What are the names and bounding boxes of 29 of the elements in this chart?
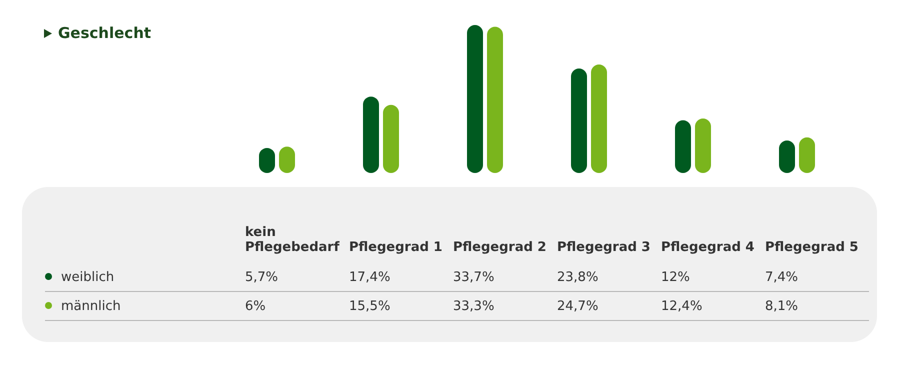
text: Geschlecht xyxy=(58,24,152,42)
legend-label: männlich xyxy=(45,292,245,320)
x-tick-label: Pflegegrad 4 xyxy=(661,239,756,257)
x-tick-label: Pflegegrad 1 xyxy=(349,239,444,257)
bar xyxy=(695,118,711,173)
x-tick-label: Pflegegrad 5 xyxy=(765,239,860,257)
data-label: 12,4% xyxy=(661,292,765,320)
data-label: 7,4% xyxy=(765,263,869,292)
x-tick-label: Pflegegrad 3 xyxy=(557,239,652,257)
data-label: 33,3% xyxy=(453,292,557,320)
data-label: 8,1% xyxy=(765,292,869,320)
bar xyxy=(487,26,503,173)
x-tick-label: Pflegegrad 2 xyxy=(453,239,548,257)
data-label: 12% xyxy=(661,263,765,292)
data-label: 15,5% xyxy=(349,292,453,320)
bar xyxy=(591,64,607,173)
data-label: 33,7% xyxy=(453,263,557,292)
bar xyxy=(467,25,483,173)
x-tick-label: kein Pflegebedarf xyxy=(245,224,340,257)
bar xyxy=(383,104,399,173)
bar xyxy=(675,120,691,173)
data-label: 23,8% xyxy=(557,263,661,292)
data-label: 6% xyxy=(245,292,349,320)
legend-label: weiblich xyxy=(45,263,245,292)
data-label: 24,7% xyxy=(557,292,661,320)
bar xyxy=(571,68,587,173)
bar xyxy=(363,96,379,173)
data-label: 5,7% xyxy=(245,263,349,292)
data-label: 17,4% xyxy=(349,263,453,292)
